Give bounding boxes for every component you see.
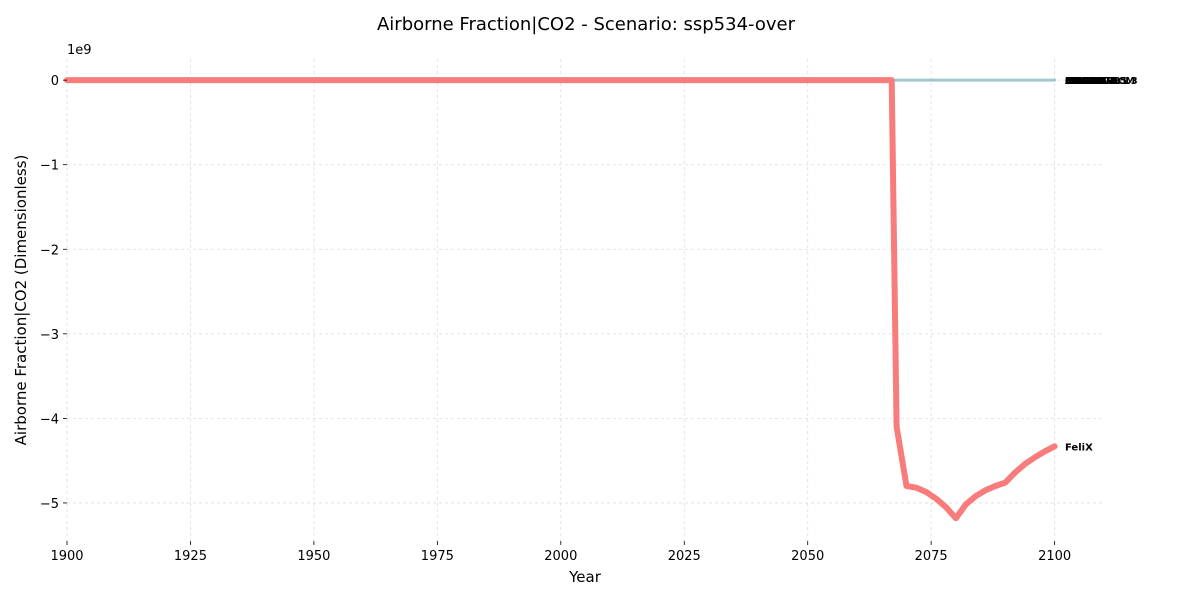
series-lines bbox=[64, 77, 1058, 522]
series-end-label: MAGICC7.5.3 bbox=[1065, 76, 1138, 87]
x-tick-label: 1950 bbox=[297, 549, 330, 564]
series-end-label: FaIR1.6 bbox=[1065, 76, 1107, 87]
x-tick-label: 2000 bbox=[544, 549, 577, 564]
x-tick-label: 1925 bbox=[174, 549, 207, 564]
x-axis-label: Year bbox=[568, 568, 602, 586]
series-end-labels: MAGICC7OSCARv3.1CICERO-SCMFaIR1.6MCE-v1-… bbox=[1065, 76, 1138, 453]
series-end-label: OSCARv3.1 bbox=[1065, 76, 1128, 87]
x-tick-label: 2075 bbox=[915, 549, 948, 564]
series-end-label: Hector bbox=[1065, 76, 1103, 87]
axis-ticks: 1900 1925 1950 1975 2000 2025 2050 2075 2100 0 −1 −… bbox=[40, 74, 1071, 564]
series-end-label: CICERO-SCM bbox=[1065, 76, 1135, 87]
x-tick-label: 2050 bbox=[791, 549, 824, 564]
y-tick-label: −1 bbox=[40, 159, 59, 174]
x-tick-label: 1900 bbox=[50, 549, 83, 564]
x-tick-label: 1975 bbox=[421, 549, 454, 564]
series-end-label: ACC2 bbox=[1065, 76, 1094, 87]
x-tick-label: 2100 bbox=[1038, 549, 1071, 564]
chart-title: Airborne Fraction|CO2 - Scenario: ssp534… bbox=[377, 14, 796, 35]
y-tick-label: 0 bbox=[51, 74, 59, 89]
series-end-label: MCE-v1-2 bbox=[1065, 76, 1118, 87]
y-axis-offset-text: 1e9 bbox=[67, 43, 92, 58]
series-line-felix bbox=[64, 77, 1058, 522]
grid bbox=[66, 59, 1104, 541]
y-tick-label: −2 bbox=[40, 243, 59, 258]
y-tick-label: −5 bbox=[40, 497, 59, 512]
series-end-label: AR6-SYR bbox=[1065, 76, 1114, 87]
x-tick-label: 2025 bbox=[668, 549, 701, 564]
y-tick-label: −4 bbox=[40, 412, 59, 427]
y-axis-label: Airborne Fraction|CO2 (Dimensionless) bbox=[12, 155, 30, 446]
series-end-label: OSCAR v3 bbox=[1065, 76, 1120, 87]
series-end-label-felix: FeliX bbox=[1065, 442, 1093, 453]
y-tick-label: −3 bbox=[40, 328, 59, 343]
series-end-label: MAGICC7 bbox=[1065, 76, 1116, 87]
